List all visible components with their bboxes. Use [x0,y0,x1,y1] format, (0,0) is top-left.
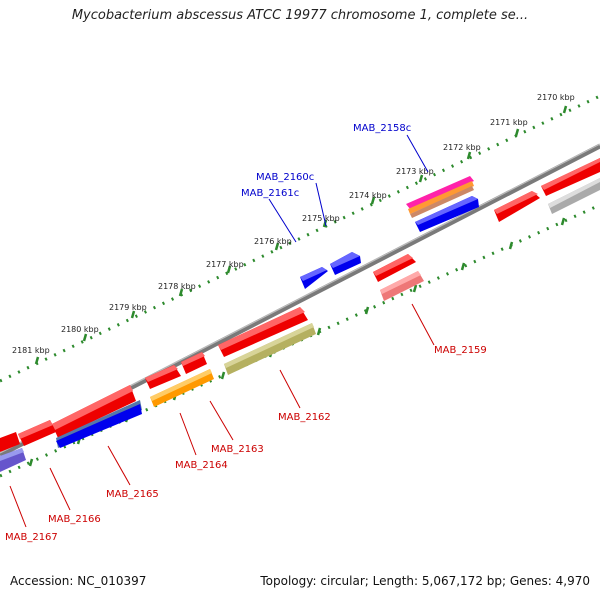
gene-feature-mab-2166[interactable] [18,420,56,446]
accession-label: Accession: NC_010397 [10,574,147,588]
ruler-label: 2176 kbp [254,237,292,246]
gene-label-mab-2161c[interactable]: MAB_2161c [241,188,299,199]
ruler-label: 2179 kbp [109,303,147,312]
inner-ruler-tick [364,306,370,315]
ruler-label: 2180 kbp [61,325,99,334]
leader-line-mab-2162 [279,369,301,409]
map-title: Mycobacterium abscessus ATCC 19977 chrom… [71,8,529,23]
outer-ruler-tick [34,356,40,365]
inner-ruler-tick [412,284,418,293]
gene-label-mab-2165[interactable]: MAB_2165 [106,489,159,500]
outer-ruler-tick [562,105,568,114]
outer-ruler-tick [514,128,520,137]
outer-ruler-tick [370,196,376,205]
ruler-label: 2171 kbp [490,118,528,127]
gene-feature-mab-2163[interactable] [181,352,207,374]
ruler-label: 2175 kbp [302,214,340,223]
leader-line-mab-2165 [107,445,131,486]
inner-ruler-tick [460,262,466,271]
inner-ruler-tick [316,327,322,336]
leader-line-mab-2160c [315,182,327,227]
outer-ruler-tick [178,288,184,297]
outer-ruler-tick [466,151,472,160]
gene-label-mab-2158c[interactable]: MAB_2158c [353,123,411,134]
ruler-label: 2177 kbp [206,260,244,269]
gene-feature-forward-red-right[interactable] [494,158,600,222]
gene-label-mab-2166[interactable]: MAB_2166 [48,514,101,525]
ruler-label: 2170 kbp [537,93,575,102]
outer-ruler-tick [130,310,136,319]
leader-line-mab-2166 [49,467,71,511]
leader-line-mab-2158c [406,134,429,173]
inner-ruler-tick [28,458,34,467]
inner-ruler-tick [220,371,226,380]
leader-line-mab-2163 [209,400,234,441]
ruler-label: 2172 kbp [443,143,481,152]
outer-ruler-tick [82,333,88,342]
ruler-label: 2174 kbp [349,191,387,200]
gene-label-mab-2164[interactable]: MAB_2164 [175,460,228,471]
gene-feature-forward-gray-right[interactable] [548,178,600,214]
gene-feature-mab-2167[interactable] [0,432,26,472]
gene-feature-mab-2159[interactable] [373,254,424,301]
outer-ruler-tick [418,174,424,183]
outer-ruler-tick [226,265,232,274]
gene-feature-mab-2161c[interactable] [300,267,328,289]
gene-feature-mab-2158c[interactable] [406,176,474,218]
ruler-label: 2173 kbp [396,167,434,176]
leader-line-mab-2159 [411,303,435,346]
leader-line-mab-2167 [9,485,27,528]
inner-ruler-tick [508,241,514,250]
inner-ruler-tick [560,217,566,226]
ruler-label: 2181 kbp [12,346,50,355]
gene-feature-mab-2165[interactable] [52,385,142,448]
topology-label: Topology: circular; Length: 5,067,172 bp… [260,574,590,588]
gene-label-mab-2163[interactable]: MAB_2163 [211,444,264,455]
leader-line-mab-2161c [268,198,297,243]
outer-ruler-track [0,94,600,383]
leader-line-mab-2164 [179,412,197,456]
gene-label-mab-2160c[interactable]: MAB_2160c [256,172,314,183]
gene-label-mab-2162[interactable]: MAB_2162 [278,412,331,423]
gene-label-mab-2159[interactable]: MAB_2159 [434,345,487,356]
gene-feature-forward-blue-large[interactable] [415,196,479,232]
gene-feature-mab-2164[interactable] [145,365,214,407]
outer-ruler-tick [274,242,280,251]
gene-label-mab-2167[interactable]: MAB_2167 [5,532,58,543]
gene-feature-mab-2162[interactable] [218,307,316,375]
ruler-label: 2178 kbp [158,282,196,291]
gene-feature-mab-2160c[interactable] [330,252,361,275]
